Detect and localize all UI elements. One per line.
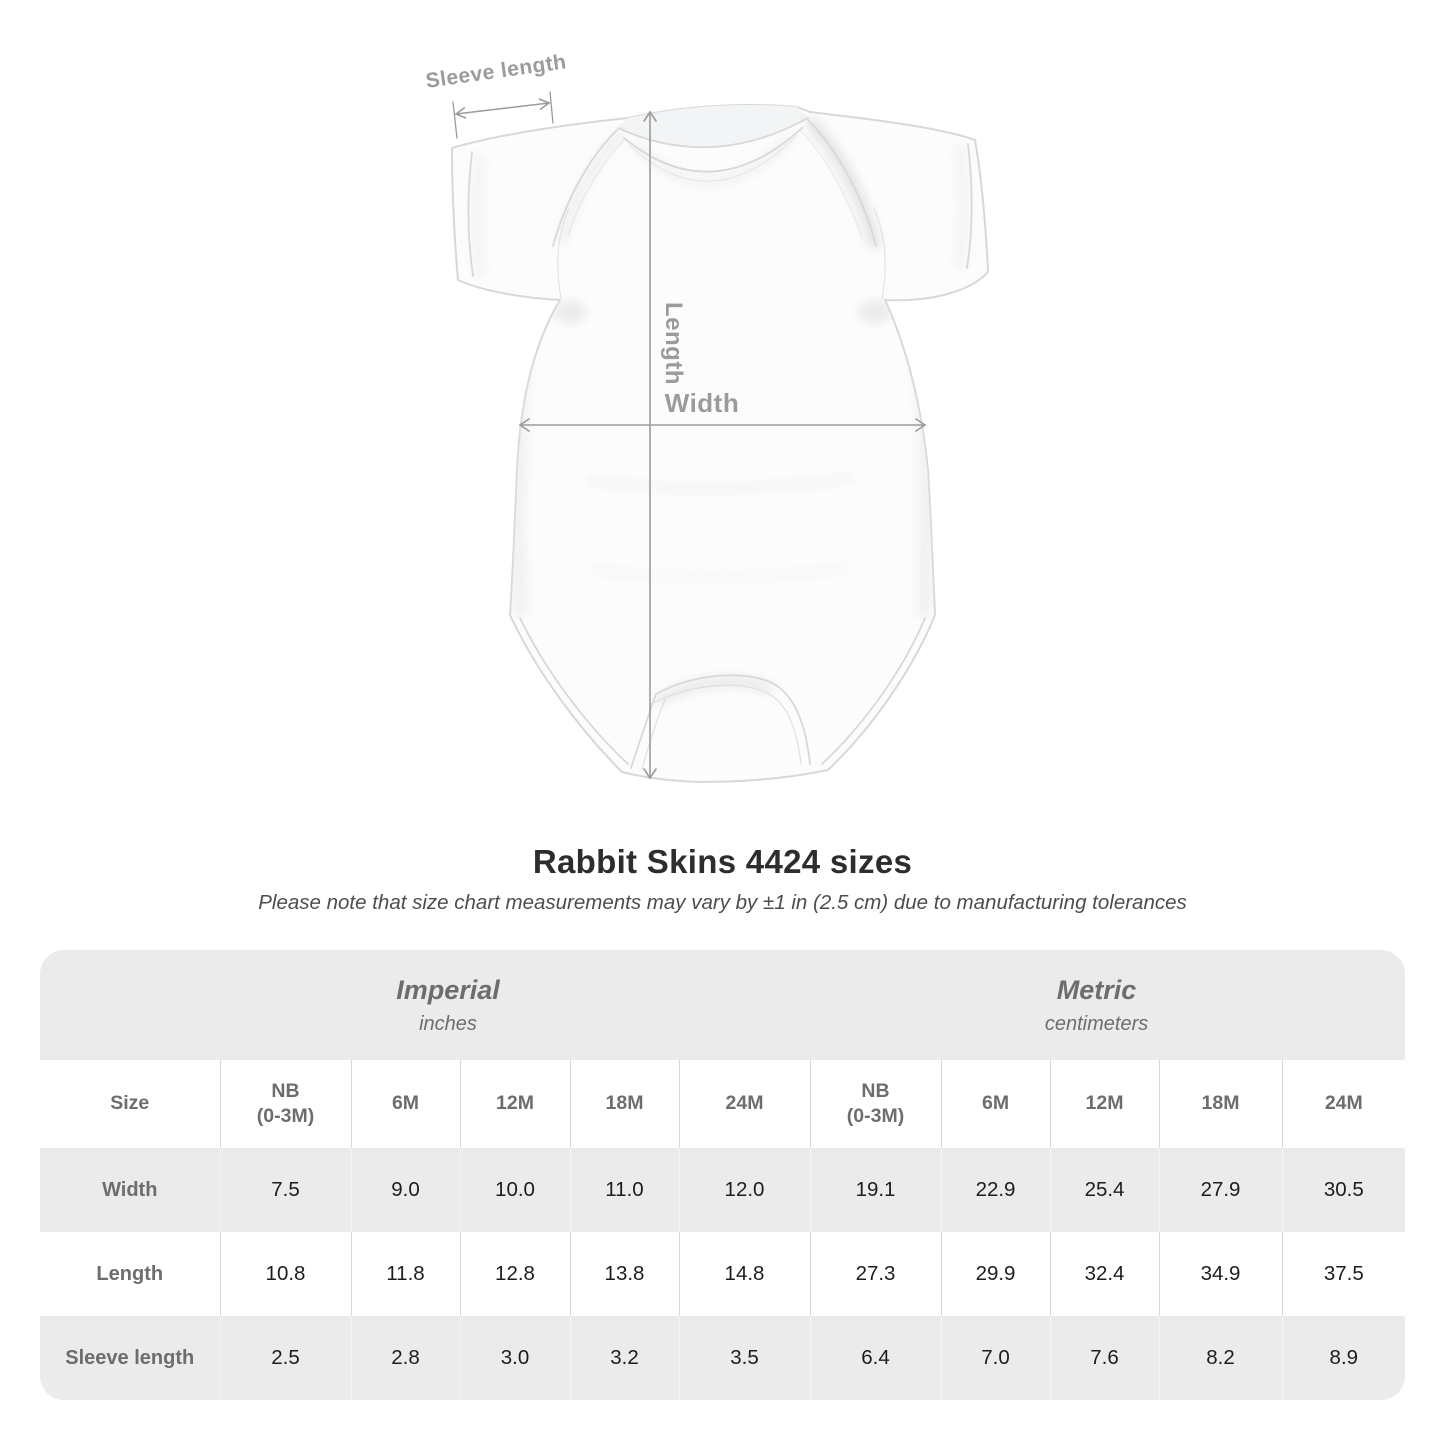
table-row-width: Width 7.5 9.0 10.0 11.0 12.0 19.1 22.9 2… bbox=[40, 1148, 1405, 1232]
length-imperial-18m: 13.8 bbox=[569, 1232, 679, 1316]
width-imperial-nb: 7.5 bbox=[219, 1148, 351, 1232]
metric-size-24m: 24M bbox=[1281, 1060, 1405, 1148]
unit-group-header-row: Imperial inches Metric centimeters bbox=[40, 950, 1405, 1060]
imperial-size-24m: 24M bbox=[678, 1060, 811, 1148]
width-arrow bbox=[518, 418, 927, 432]
sleeve-metric-12m: 7.6 bbox=[1049, 1316, 1160, 1400]
metric-size-6m: 6M bbox=[940, 1060, 1051, 1148]
bodysuit-diagram: Sleeve length Length Width bbox=[424, 50, 989, 783]
length-label: Length bbox=[660, 302, 687, 385]
metric-group-header: Metric centimeters bbox=[810, 950, 1405, 1060]
width-metric-12m: 25.4 bbox=[1049, 1148, 1160, 1232]
sleeve-length-arrow bbox=[452, 91, 554, 139]
length-metric-18m: 34.9 bbox=[1158, 1232, 1283, 1316]
imperial-size-12m: 12M bbox=[459, 1060, 570, 1148]
bodysuit-garment bbox=[451, 104, 989, 783]
size-chart-table: Imperial inches Metric centimeters Size … bbox=[40, 950, 1405, 1400]
title-block: Rabbit Skins 4424 sizes Please note that… bbox=[0, 843, 1445, 915]
imperial-size-6m: 6M bbox=[350, 1060, 460, 1148]
width-imperial-12m: 10.0 bbox=[459, 1148, 570, 1232]
row-label-sleeve-length: Sleeve length bbox=[40, 1316, 220, 1400]
table-row-length: Length 10.8 11.8 12.8 13.8 14.8 27.3 29.… bbox=[40, 1232, 1405, 1316]
bodysuit-measurement-figure: Sleeve length Length Width bbox=[420, 50, 1020, 820]
imperial-size-18m: 18M bbox=[569, 1060, 679, 1148]
imperial-group-header: Imperial inches bbox=[40, 950, 811, 1060]
width-metric-6m: 22.9 bbox=[940, 1148, 1051, 1232]
metric-size-18m: 18M bbox=[1158, 1060, 1283, 1148]
table-row-sleeve-length: Sleeve length 2.5 2.8 3.0 3.2 3.5 6.4 7.… bbox=[40, 1316, 1405, 1400]
metric-size-12m: 12M bbox=[1049, 1060, 1160, 1148]
sleeve-metric-6m: 7.0 bbox=[940, 1316, 1051, 1400]
imperial-group-label: Imperial bbox=[396, 974, 500, 1005]
width-metric-24m: 30.5 bbox=[1281, 1148, 1405, 1232]
width-metric-18m: 27.9 bbox=[1158, 1148, 1283, 1232]
width-metric-nb: 19.1 bbox=[809, 1148, 942, 1232]
length-arrow bbox=[643, 110, 657, 780]
metric-size-nb: NB (0-3M) bbox=[809, 1060, 942, 1148]
garment-seams bbox=[467, 117, 973, 770]
row-label-length: Length bbox=[40, 1232, 220, 1316]
length-metric-6m: 29.9 bbox=[940, 1232, 1051, 1316]
sleeve-imperial-12m: 3.0 bbox=[459, 1316, 570, 1400]
metric-group-label: Metric bbox=[1056, 974, 1137, 1005]
size-header-row: Size NB (0-3M) 6M 12M 18M 24M NB (0-3M) … bbox=[40, 1060, 1405, 1148]
sleeve-imperial-18m: 3.2 bbox=[569, 1316, 679, 1400]
length-imperial-nb: 10.8 bbox=[219, 1232, 351, 1316]
length-metric-nb: 27.3 bbox=[809, 1232, 942, 1316]
width-imperial-6m: 9.0 bbox=[350, 1148, 460, 1232]
length-metric-24m: 37.5 bbox=[1281, 1232, 1405, 1316]
sleeve-metric-24m: 8.9 bbox=[1281, 1316, 1405, 1400]
width-imperial-24m: 12.0 bbox=[678, 1148, 811, 1232]
imperial-group-unit: inches bbox=[419, 1012, 477, 1035]
sleeve-imperial-nb: 2.5 bbox=[219, 1316, 351, 1400]
length-metric-12m: 32.4 bbox=[1049, 1232, 1160, 1316]
size-chart-table-container: Imperial inches Metric centimeters Size … bbox=[40, 950, 1405, 1400]
metric-group-unit: centimeters bbox=[1044, 1012, 1149, 1035]
sleeve-metric-18m: 8.2 bbox=[1158, 1316, 1283, 1400]
page-title: Rabbit Skins 4424 sizes bbox=[532, 843, 913, 880]
sleeve-length-label: Sleeve length bbox=[424, 50, 568, 93]
row-label-width: Width bbox=[40, 1148, 220, 1232]
sleeve-metric-nb: 6.4 bbox=[809, 1316, 942, 1400]
size-column-header: Size bbox=[40, 1060, 220, 1148]
length-imperial-24m: 14.8 bbox=[678, 1232, 811, 1316]
width-label: Width bbox=[665, 388, 739, 418]
imperial-size-nb: NB (0-3M) bbox=[219, 1060, 351, 1148]
length-imperial-6m: 11.8 bbox=[350, 1232, 460, 1316]
length-imperial-12m: 12.8 bbox=[459, 1232, 570, 1316]
width-imperial-18m: 11.0 bbox=[569, 1148, 679, 1232]
tolerance-note: Please note that size chart measurements… bbox=[258, 891, 1187, 914]
sleeve-imperial-24m: 3.5 bbox=[678, 1316, 811, 1400]
sleeve-imperial-6m: 2.8 bbox=[350, 1316, 460, 1400]
